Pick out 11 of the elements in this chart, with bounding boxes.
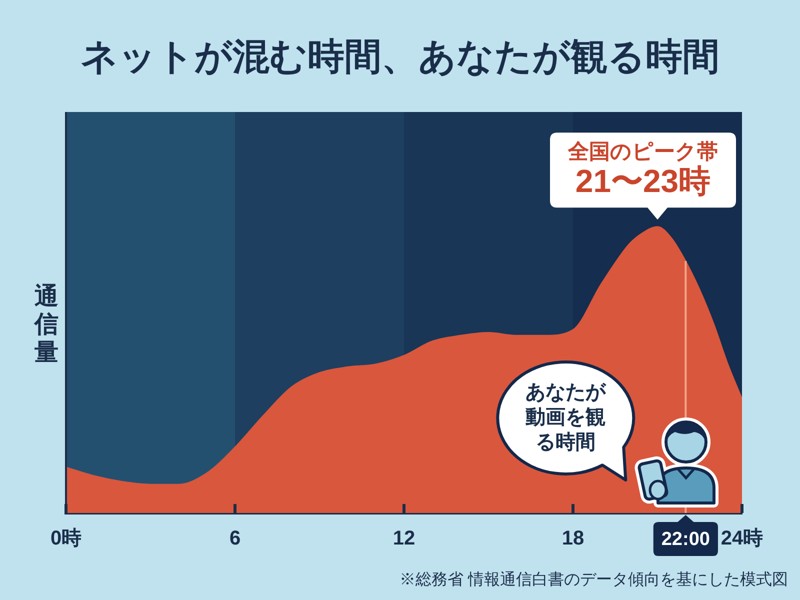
annotation: あなたが動画を観る時間 — [524, 382, 607, 454]
x-tick-label: 12 — [392, 528, 416, 550]
x-tick-label: 24時 — [720, 528, 764, 550]
y-axis-title: 通信量 — [34, 283, 59, 367]
x-tick-label: 18 — [562, 528, 584, 550]
x-tick-label: 6 — [229, 528, 241, 550]
chart-title: ネットが混む時間、あなたが観る時間 — [80, 35, 720, 79]
x-tick-label: 0時 — [50, 528, 82, 550]
annotation: 全国のピーク帯 21〜23時 — [567, 140, 718, 199]
text: ※総務省 情報通信白書のデータ傾向を基にした模式図 — [400, 570, 788, 588]
ref-line-label: 22:00 — [661, 529, 710, 550]
